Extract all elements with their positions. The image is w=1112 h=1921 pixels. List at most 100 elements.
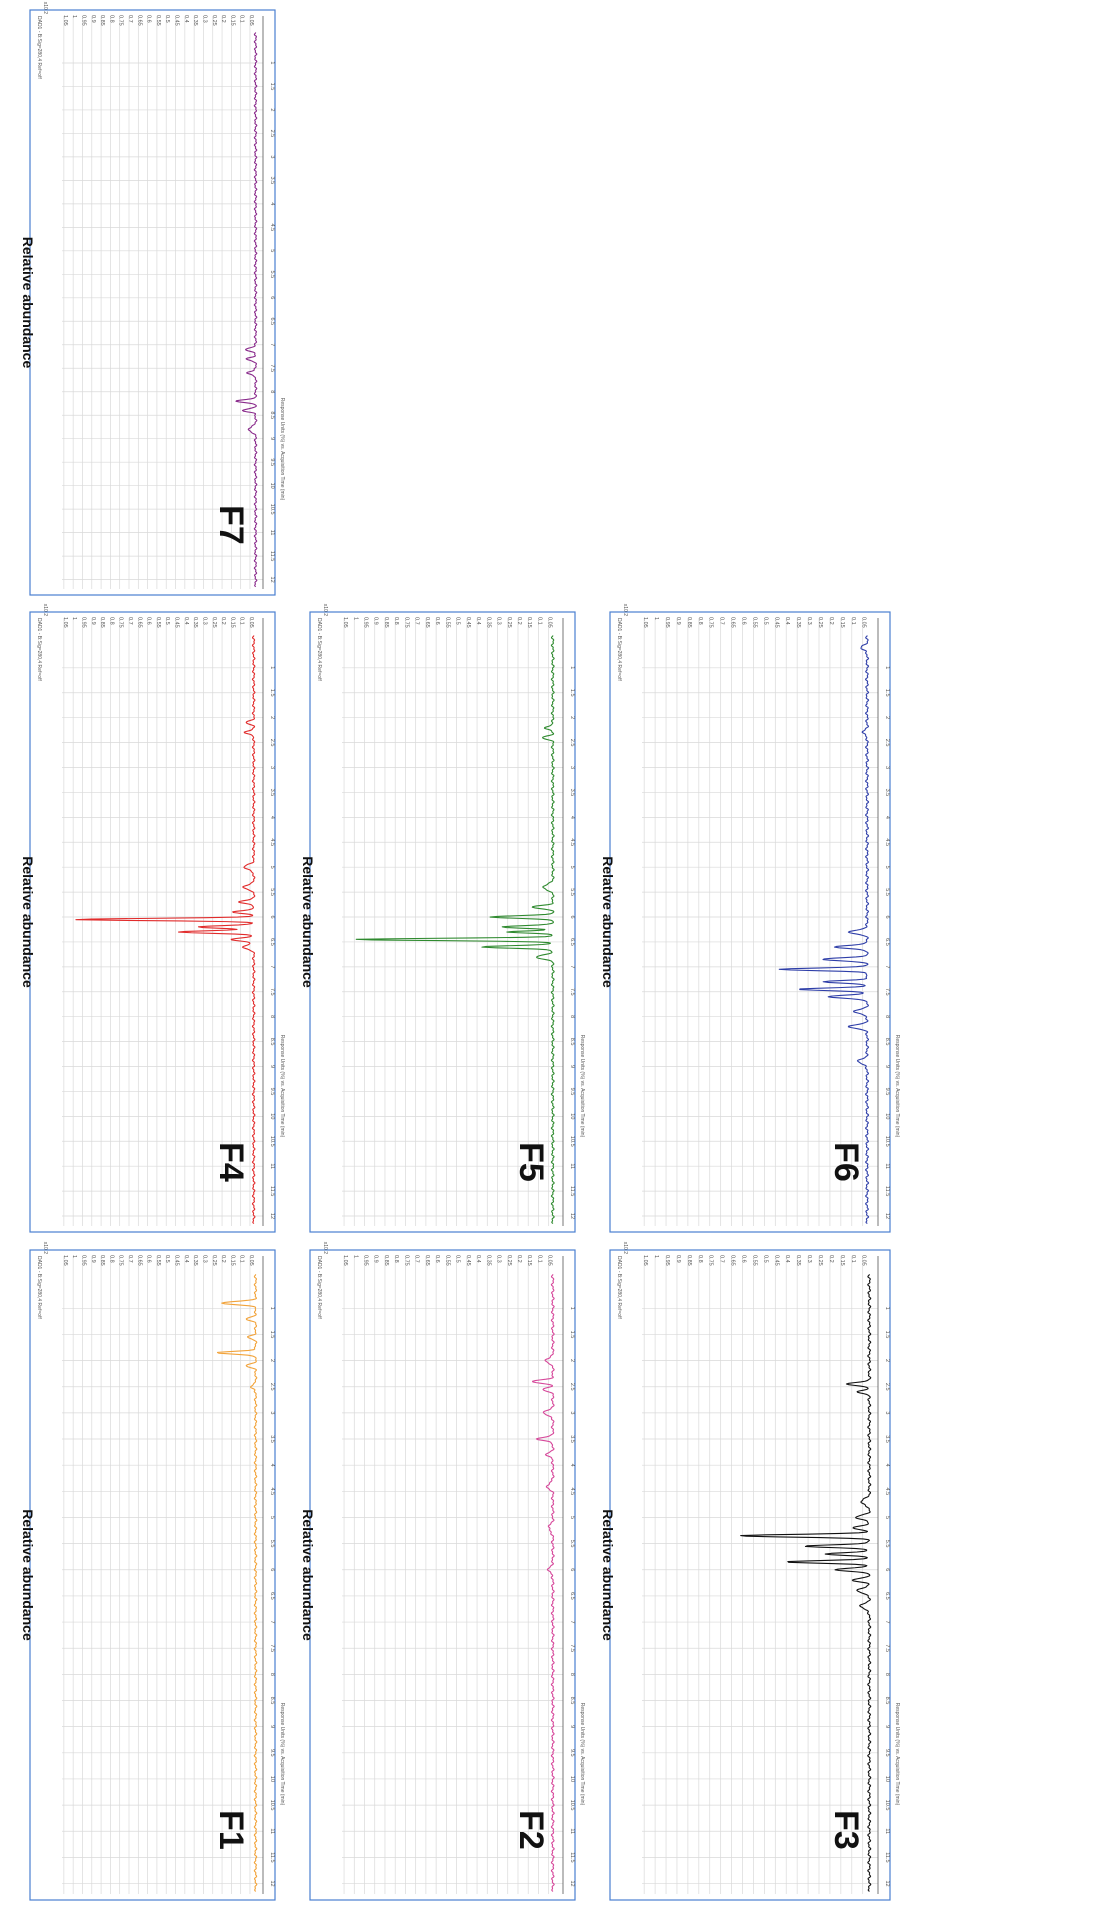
- y-tick-label: 0.85: [99, 1255, 105, 1266]
- y-tick-label: 1.05: [62, 1255, 68, 1266]
- y-tick-label: 0.4: [183, 15, 189, 23]
- x-tick-label: 10.5: [569, 1800, 575, 1811]
- x-tick-label: 10: [269, 1113, 275, 1119]
- x-tick-label: 1: [269, 666, 275, 669]
- y-tick-label: 1.05: [342, 1255, 348, 1266]
- gridlines: [642, 618, 878, 1226]
- x-tick-label: 10.5: [269, 504, 275, 515]
- x-tick-label: 1: [884, 666, 890, 669]
- y-tick-label: 0.85: [99, 15, 105, 26]
- x-tick-label: 5.5: [884, 1540, 890, 1548]
- x-tick-label: 2: [269, 1359, 275, 1362]
- x-tick-label: 8: [569, 1673, 575, 1676]
- x-tick-label: 7: [569, 965, 575, 968]
- x-axis-title: Response Units (%) vs. Acquisition Time …: [579, 1703, 585, 1806]
- x-tick-label: 6: [269, 296, 275, 299]
- x-tick-label: 10.5: [569, 1136, 575, 1147]
- y-tick-label: 0.2: [516, 617, 522, 625]
- x-tick-label: 9.5: [569, 1749, 575, 1757]
- y-tick-label: 0.65: [730, 1255, 736, 1266]
- y-tick-label: 0.55: [155, 1255, 161, 1266]
- gridlines: [62, 1256, 263, 1894]
- x-tick-label: 1: [269, 1307, 275, 1310]
- x-tick-label: 9.5: [269, 1749, 275, 1757]
- scale-note: x10 2: [322, 1242, 328, 1254]
- y-tick-label: 0.05: [248, 15, 254, 26]
- x-tick-label: 3: [884, 766, 890, 769]
- x-tick-label: 3: [269, 766, 275, 769]
- y-tick-label: 0.45: [773, 617, 779, 628]
- y-axis-title: Relative abundance: [20, 1509, 36, 1641]
- y-tick-label: 1: [352, 1255, 358, 1258]
- y-tick-label: 0.8: [108, 617, 114, 625]
- x-tick-label: 6: [884, 915, 890, 918]
- x-tick-label: 1.5: [884, 689, 890, 697]
- y-tick-label: 1.05: [62, 15, 68, 26]
- y-tick-label: 0.4: [183, 1255, 189, 1263]
- x-tick-label: 9.5: [569, 1088, 575, 1096]
- y-tick-label: 0.95: [664, 617, 670, 628]
- x-axis-title: Response Units (%) vs. Acquisition Time …: [279, 1703, 285, 1806]
- panel-header: DAD1 - B:Sig=280,4 Ref=off: [36, 16, 42, 79]
- y-tick-label: 0.55: [155, 617, 161, 628]
- x-tick-label: 11.5: [269, 1186, 275, 1196]
- x-tick-label: 5.5: [569, 888, 575, 896]
- y-axis-title: Relative abundance: [600, 856, 616, 988]
- x-axis-title: Response Units (%) vs. Acquisition Time …: [579, 1035, 585, 1138]
- y-tick-label: 0.65: [136, 1255, 142, 1266]
- series-line: [235, 32, 258, 588]
- series-line: [355, 635, 555, 1224]
- x-tick-label: 10: [269, 483, 275, 489]
- x-tick-label: 2: [269, 108, 275, 111]
- y-tick-label: 0.75: [708, 1255, 714, 1266]
- panel-header: DAD1 - B:Sig=280,4 Ref=off: [616, 618, 622, 681]
- y-tick-label: 1: [71, 1255, 77, 1258]
- x-tick-label: 5: [569, 866, 575, 869]
- x-tick-label: 7.5: [569, 988, 575, 996]
- x-tick-label: 11.5: [569, 1852, 575, 1862]
- y-tick-label: 1: [71, 617, 77, 620]
- y-tick-label: 0.4: [784, 1255, 790, 1263]
- scale-note: x10 2: [42, 1242, 48, 1254]
- x-tick-label: 12: [269, 1880, 275, 1886]
- x-tick-label: 5.5: [269, 270, 275, 278]
- x-tick-label: 1: [269, 61, 275, 64]
- panel-frame: [29, 1249, 276, 1901]
- x-tick-label: 8.5: [269, 1038, 275, 1046]
- y-tick-label: 0.25: [817, 617, 823, 628]
- x-tick-label: 7.5: [269, 1644, 275, 1652]
- x-tick-label: 9: [269, 1065, 275, 1068]
- y-tick-label: 0.45: [174, 15, 180, 26]
- x-tick-label: 10: [569, 1113, 575, 1119]
- x-tick-label: 1.5: [269, 689, 275, 697]
- y-tick-label: 0.35: [485, 617, 491, 628]
- y-tick-label: 0.45: [465, 1255, 471, 1266]
- y-tick-label: 0.15: [229, 15, 235, 26]
- y-tick-label: 0.95: [80, 1255, 86, 1266]
- x-tick-label: 6.5: [569, 938, 575, 946]
- y-tick-label: 1.05: [642, 1255, 648, 1266]
- y-tick-label: 0.15: [229, 1255, 235, 1266]
- y-tick-label: 0.3: [201, 1255, 207, 1263]
- y-tick-label: 0.3: [496, 617, 502, 625]
- y-tick-label: 0.25: [817, 1255, 823, 1266]
- x-tick-label: 4.5: [884, 1487, 890, 1495]
- y-tick-label: 0.1: [239, 617, 245, 625]
- panel-label: F4: [212, 1142, 250, 1182]
- y-tick-label: 0.8: [108, 15, 114, 23]
- series-line: [740, 1274, 872, 1892]
- y-tick-label: 0.7: [719, 1255, 725, 1263]
- x-tick-label: 11: [884, 1163, 890, 1169]
- x-tick-label: 6: [269, 1568, 275, 1571]
- y-tick-label: 0.95: [664, 1255, 670, 1266]
- gridlines: [342, 1256, 563, 1894]
- chart-panel-f3: 11.522.533.544.555.566.577.588.599.51010…: [600, 1242, 900, 1901]
- series-line: [531, 1274, 555, 1892]
- y-tick-label: 0.6: [434, 1255, 440, 1263]
- x-axis-title: Response Units (%) vs. Acquisition Time …: [279, 1035, 285, 1138]
- x-tick-label: 6: [569, 915, 575, 918]
- panel-frame: [609, 1249, 891, 1901]
- x-tick-label: 6.5: [884, 1592, 890, 1600]
- y-tick-label: 0.2: [828, 1255, 834, 1263]
- y-tick-label: 0.05: [248, 617, 254, 628]
